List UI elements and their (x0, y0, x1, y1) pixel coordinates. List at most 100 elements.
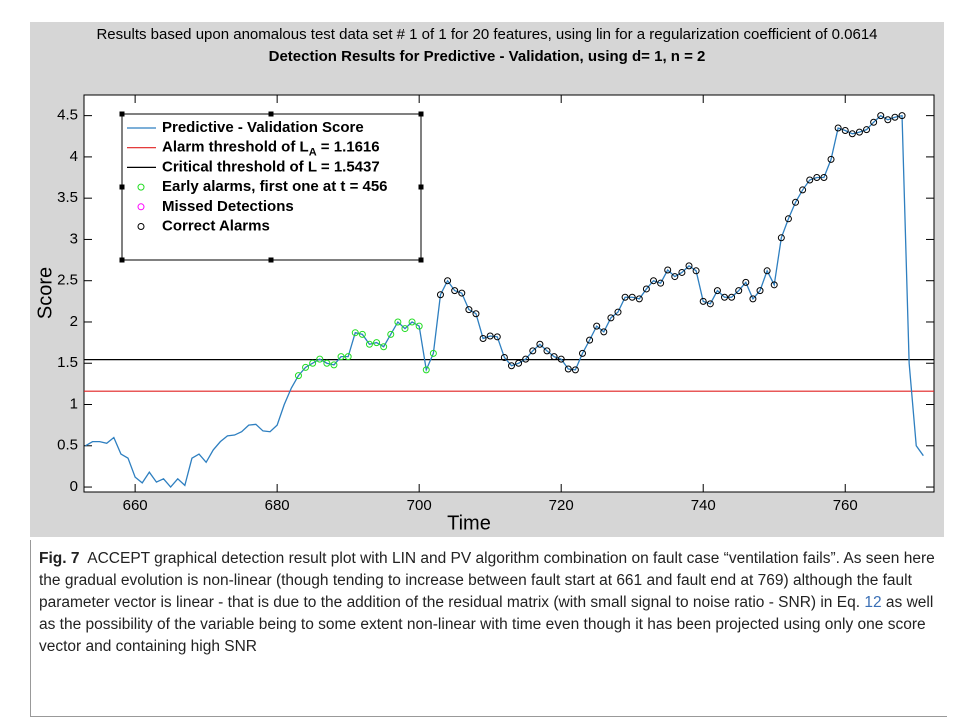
legend-label: Missed Detections (162, 198, 294, 215)
caption: Fig. 7 ACCEPT graphical detection result… (30, 540, 947, 717)
alarm-marker (507, 362, 515, 370)
alarm-marker (536, 340, 544, 348)
legend-marker (137, 203, 145, 211)
alarm-marker (500, 353, 508, 361)
alarm-marker (735, 287, 743, 295)
legend-text: Predictive - Validation Score (162, 119, 364, 136)
y-axis-label: Score (34, 267, 56, 319)
y-tick-label: 2 (70, 313, 78, 330)
alarm-marker (358, 330, 366, 338)
alarm-marker (593, 322, 601, 330)
legend-handle (418, 257, 424, 263)
alarm-marker (309, 359, 317, 367)
alarm-marker (578, 349, 586, 357)
alarm-marker (330, 361, 338, 369)
legend-subscript: A (309, 147, 317, 159)
legend-text: Early alarms, first one at t = 456 (162, 178, 388, 195)
alarm-marker (777, 234, 785, 242)
alarm-marker (550, 353, 558, 361)
legend-text: Correct Alarms (162, 217, 270, 234)
alarm-marker (713, 287, 721, 295)
caption-text: ACCEPT graphical detection result plot w… (39, 550, 935, 611)
x-tick-label: 700 (407, 497, 432, 514)
alarm-marker (436, 291, 444, 299)
legend-text: = 1.1616 (317, 139, 380, 156)
alarm-marker (671, 273, 679, 281)
alarm-marker (351, 329, 359, 337)
legend-box (121, 113, 422, 261)
legend-text: Critical threshold of L = 1.5437 (162, 158, 380, 175)
alarm-marker (848, 130, 856, 138)
x-tick-label: 760 (833, 497, 858, 514)
alarm-marker (479, 334, 487, 342)
chart: Results based upon anomalous test data s… (30, 22, 944, 537)
alarm-marker (792, 198, 800, 206)
alarm-marker (429, 349, 437, 357)
legend-handle (418, 184, 424, 190)
legend-text: Alarm threshold of L (162, 139, 309, 156)
alarm-marker (586, 336, 594, 344)
legend-label: Predictive - Validation Score (162, 119, 364, 136)
alarm-marker (451, 287, 459, 295)
caption-text-after: as well as the possibility of the variab… (39, 594, 934, 655)
alarm-marker (799, 186, 807, 194)
y-tick-label: 0 (70, 478, 78, 495)
alarm-marker (607, 314, 615, 322)
alarm-marker (465, 306, 473, 314)
legend-label: Correct Alarms (162, 217, 270, 234)
x-tick-label: 660 (123, 497, 148, 514)
alarm-marker (394, 318, 402, 326)
alarm-marker (664, 266, 672, 274)
legend-handle (119, 111, 125, 117)
alarm-marker (600, 328, 608, 336)
legend-label: Critical threshold of L = 1.5437 (162, 158, 380, 175)
x-tick-label: 720 (549, 497, 574, 514)
alarm-marker (344, 353, 352, 361)
alarm-marker (863, 126, 871, 134)
alarm-marker (841, 126, 849, 134)
legend-handle (119, 184, 125, 190)
alarm-marker (444, 277, 452, 285)
alarm-marker (685, 262, 693, 270)
alarm-marker (337, 353, 345, 361)
y-tick-label: 4.5 (57, 107, 78, 124)
alarm-marker (401, 325, 409, 333)
alarm-marker (855, 128, 863, 136)
alarm-marker (699, 297, 707, 305)
legend-text: Missed Detections (162, 198, 294, 215)
alarm-marker (294, 372, 302, 380)
alarm-marker (756, 287, 764, 295)
alarm-marker (422, 366, 430, 374)
alarm-marker (650, 277, 658, 285)
alarm-marker (373, 339, 381, 347)
alarm-marker (458, 289, 466, 297)
alarm-marker (515, 359, 523, 367)
alarm-marker (564, 365, 572, 373)
legend-handle (268, 257, 274, 263)
alarm-marker (316, 355, 324, 363)
alarm-marker (493, 333, 501, 341)
x-axis-label: Time (447, 512, 491, 534)
alarm-marker (415, 322, 423, 330)
alarm-marker (877, 112, 885, 120)
caption-label: Fig. 7 (39, 550, 80, 567)
legend-marker (137, 223, 145, 230)
legend-handle (119, 257, 125, 263)
alarm-marker (657, 279, 665, 287)
x-tick-label: 740 (691, 497, 716, 514)
alarm-marker (728, 293, 736, 301)
alarm-marker (784, 215, 792, 223)
legend-marker (137, 183, 145, 191)
alarm-marker (813, 174, 821, 182)
alarm-marker (408, 318, 416, 326)
alarm-marker (621, 293, 629, 301)
chart-title: Results based upon anomalous test data s… (96, 26, 877, 43)
y-tick-label: 2.5 (57, 272, 78, 289)
legend-handle (418, 111, 424, 117)
alarm-marker (770, 281, 778, 289)
alarm-marker (721, 293, 729, 301)
legend-label: Alarm threshold of LA = 1.1616 (162, 139, 380, 159)
y-tick-label: 1.5 (57, 354, 78, 371)
alarm-marker (827, 155, 835, 163)
